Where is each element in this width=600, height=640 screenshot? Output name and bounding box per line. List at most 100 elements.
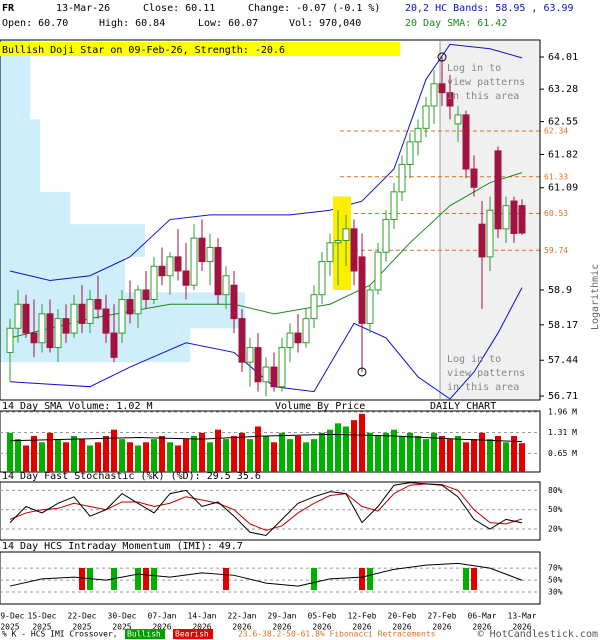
volume-title: 14 Day SMA Volume: 1.02 M <box>2 401 153 412</box>
candle-body <box>190 237 198 286</box>
candle-body <box>38 313 46 344</box>
volume-bar <box>327 429 333 472</box>
footer-fib: 23.6-38.2-50-61.8% Fibonacci Retracement… <box>238 630 436 639</box>
candle-body <box>278 347 286 388</box>
x-tick-year: 2025 <box>32 623 51 632</box>
footer-bullish: Bullish <box>127 630 161 639</box>
x-tick-label: 20-Feb <box>388 612 417 621</box>
overlay-line <box>9 287 523 400</box>
volume-bar <box>31 435 37 472</box>
x-tick-year: 2026 <box>352 623 371 632</box>
volume-bar <box>479 432 485 472</box>
volume-bar <box>495 435 501 472</box>
y-tick-label: 56.71 <box>548 391 578 402</box>
imi-line <box>9 562 523 587</box>
x-tick-year: 2025 <box>72 623 91 632</box>
candle-body <box>46 313 54 349</box>
x-tick-year: 2026 <box>192 623 211 632</box>
candle-body <box>166 256 174 277</box>
candle-body <box>438 83 446 94</box>
y-tick-label: 1.31 M <box>548 428 577 437</box>
bullish-marker <box>151 568 157 590</box>
candle-body <box>446 92 454 107</box>
candle-body <box>462 114 470 170</box>
stoch-k-line <box>9 482 523 537</box>
candle-body <box>14 303 22 329</box>
bearish-marker <box>79 568 85 590</box>
close: Close: 60.11 <box>143 3 215 14</box>
volume-bar <box>15 439 21 472</box>
candle-body <box>142 289 150 300</box>
volume-bar <box>319 432 325 472</box>
vol: Vol: 970,040 <box>289 18 361 29</box>
volume-bar <box>343 426 349 472</box>
overlay-line <box>9 43 523 281</box>
candle-body <box>398 163 406 193</box>
overlay-line <box>9 172 523 339</box>
volume-bar <box>55 439 61 472</box>
candle-body <box>358 256 366 324</box>
imi-title: 14 Day HCS Intraday Momentum (IMI): 49.7 <box>2 541 243 552</box>
candle-body <box>158 265 166 277</box>
volume-bar <box>103 435 109 472</box>
volume-bar <box>399 435 405 472</box>
candle-body <box>78 303 86 324</box>
bullish-marker <box>367 568 373 590</box>
stoch-d-line <box>9 483 523 531</box>
x-tick-label: 22-Jan <box>228 612 257 621</box>
pattern-banner <box>0 42 400 56</box>
pattern-text: Bullish Doji Star on 09-Feb-26, Strength… <box>2 45 285 56</box>
volume-bar <box>487 439 493 472</box>
high: High: 60.84 <box>99 18 165 29</box>
volume-bar <box>239 432 245 472</box>
bearish-key <box>173 629 213 639</box>
bullish-marker <box>463 568 469 590</box>
x-tick-year: 2026 <box>432 623 451 632</box>
candle-body <box>406 141 414 165</box>
x-tick-label: 09-Dec <box>0 612 25 621</box>
candle-body <box>310 294 318 320</box>
y-tick-label: 1.96 M <box>548 407 577 416</box>
candle-body <box>110 332 118 358</box>
login-line: Log in to <box>447 63 501 74</box>
candle-body <box>470 168 478 188</box>
volume-bar <box>263 435 269 472</box>
low: Low: 60.07 <box>198 18 258 29</box>
volume-bar <box>255 426 261 472</box>
candle-body <box>6 327 14 353</box>
x-tick-year: 2026 <box>152 623 171 632</box>
bullish-marker <box>135 568 141 590</box>
volume-bar <box>199 432 205 472</box>
candle-body <box>390 191 398 221</box>
x-tick-label: 29-Jan <box>268 612 297 621</box>
candle-body <box>118 298 126 334</box>
bullish-marker <box>311 568 317 590</box>
low-marker <box>357 367 367 377</box>
open: Open: 60.70 <box>2 18 68 29</box>
panel-frame <box>0 551 541 605</box>
candle-body <box>374 251 382 291</box>
volume-bar <box>511 435 517 472</box>
volume-bar <box>87 445 93 472</box>
volume-bar <box>391 429 397 472</box>
candle-body <box>286 332 294 349</box>
x-tick-year: 2026 <box>472 623 491 632</box>
date: 13-Mar-26 <box>56 3 110 14</box>
y-tick-label: 80% <box>548 486 563 495</box>
bearish-marker <box>143 568 149 590</box>
change: Change: -0.07 (-0.1 %) <box>248 3 380 14</box>
footer-bearish: Bearish <box>175 630 209 639</box>
volume-bar <box>231 435 237 472</box>
candle-body <box>182 270 190 286</box>
sma-legend: 20 Day SMA: 61.42 <box>405 18 507 29</box>
y-tick-label: 61.09 <box>548 183 578 194</box>
y-tick-label: 58.17 <box>548 320 578 331</box>
x-tick-label: 13-Mar <box>508 612 537 621</box>
candle-body <box>30 332 38 344</box>
volume-bar <box>191 435 197 472</box>
volume-sma-line <box>9 433 523 443</box>
y-tick-label: 62.55 <box>548 117 578 128</box>
volume-bar <box>407 432 413 472</box>
panel-frame <box>0 410 541 473</box>
candle-body <box>22 303 30 334</box>
